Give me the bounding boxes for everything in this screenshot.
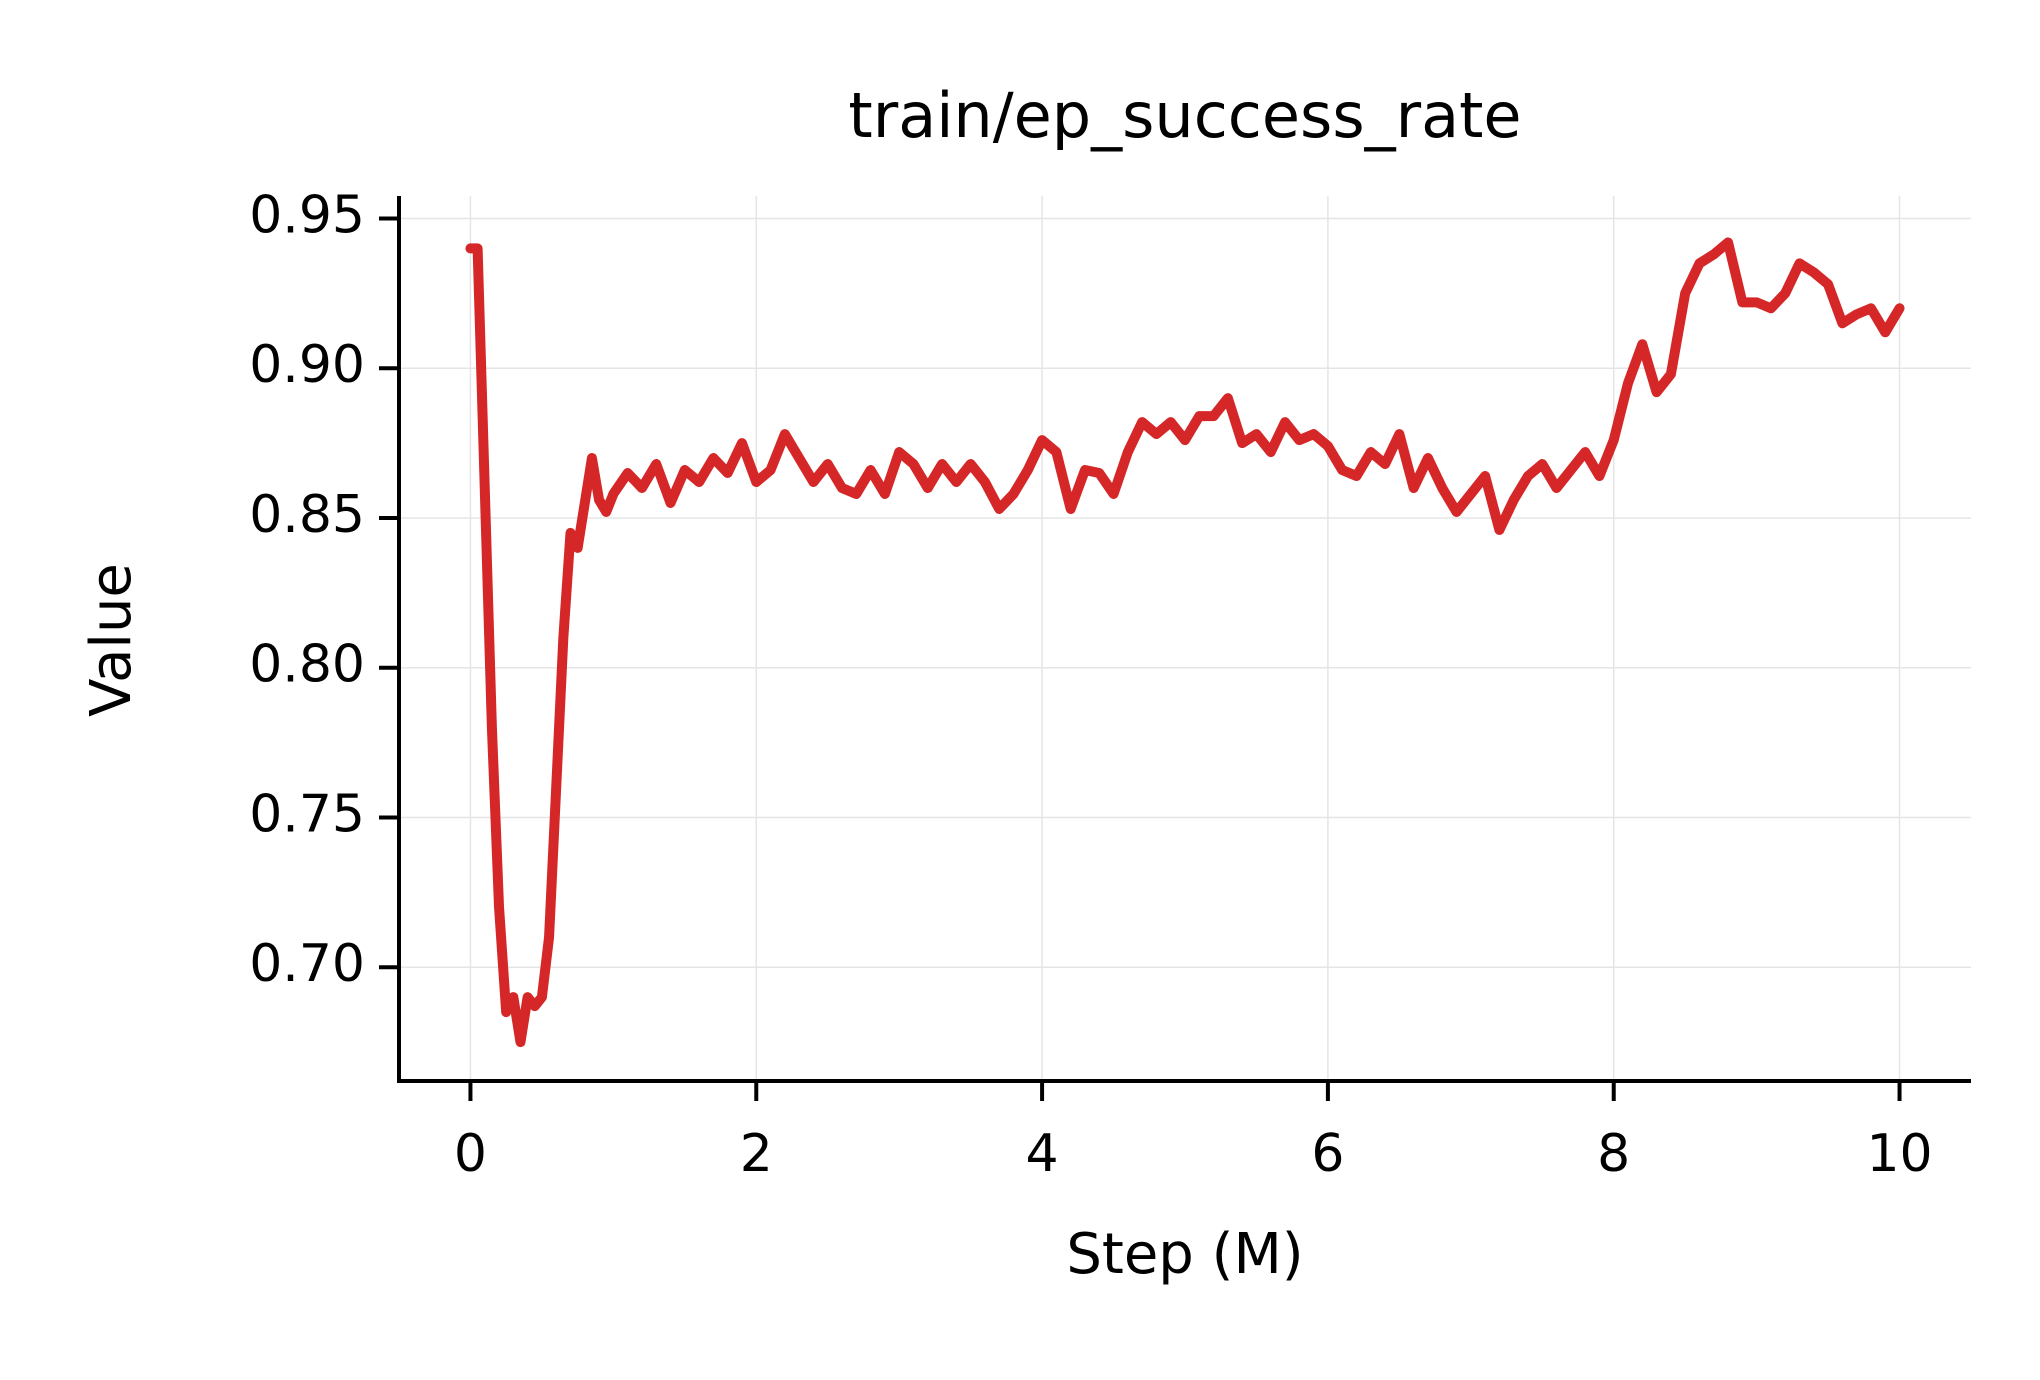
y-tick-label: 0.95 bbox=[249, 185, 365, 245]
y-tick-label: 0.80 bbox=[249, 635, 365, 695]
x-tick-label: 6 bbox=[1311, 1124, 1344, 1184]
x-tick-label: 8 bbox=[1597, 1124, 1630, 1184]
x-tick-label: 10 bbox=[1866, 1124, 1932, 1184]
y-axis-label: Value bbox=[79, 563, 144, 717]
data-line bbox=[465, 237, 1905, 1048]
chart-title: train/ep_success_rate bbox=[848, 79, 1521, 152]
y-tick-label: 0.90 bbox=[249, 335, 365, 395]
y-tick-label: 0.85 bbox=[249, 485, 365, 545]
x-tick-label: 0 bbox=[454, 1124, 487, 1184]
x-tick-label: 4 bbox=[1026, 1124, 1059, 1184]
x-axis-label: Step (M) bbox=[1066, 1222, 1303, 1287]
y-tick-label: 0.70 bbox=[249, 934, 365, 994]
y-tick-label: 0.75 bbox=[249, 784, 365, 844]
x-tick-label: 2 bbox=[740, 1124, 773, 1184]
